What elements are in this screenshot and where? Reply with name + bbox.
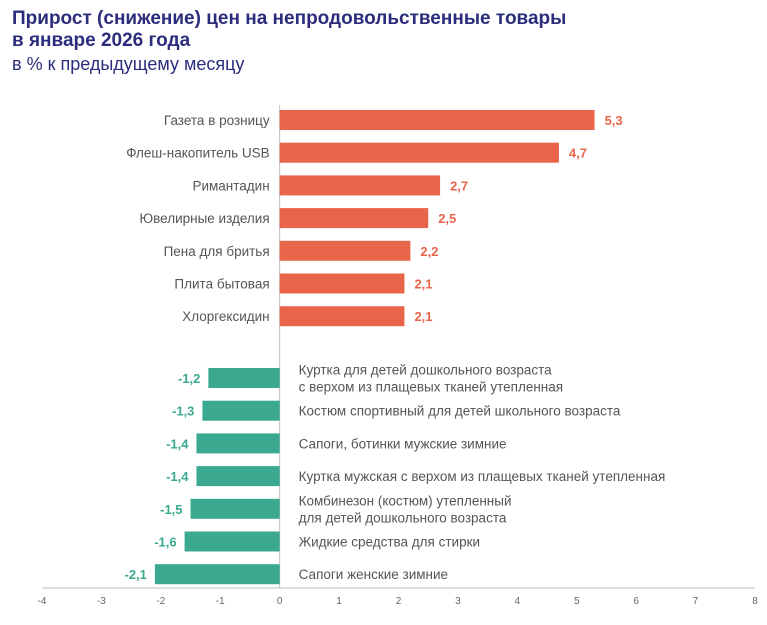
category-label: Плита бытовая [174,277,269,292]
bar-negative [196,466,280,487]
data-label: 2,1 [414,309,432,324]
category-label: Хлоргексидин [182,309,269,324]
bar-negative [208,368,280,388]
category-label: Римантадин [192,178,269,193]
data-label: -1,2 [178,371,200,386]
category-label: Пена для бритья [164,244,270,259]
data-label: 2,7 [450,178,468,193]
category-label: Комбинезон (костюм) утепленный [299,493,512,508]
x-tick-label: -4 [38,596,47,607]
x-tick-label: 6 [633,596,639,607]
category-label: Сапоги женские зимние [299,567,448,582]
data-label: 2,2 [420,244,438,259]
bar-positive [279,208,429,229]
data-label: 2,5 [438,211,456,226]
bar-positive [279,175,441,196]
category-label: Газета в розницу [164,113,270,128]
chart-title-line2: в январе 2026 года [12,30,191,51]
bar-negative [196,433,280,454]
x-tick-label: 7 [693,596,699,607]
x-tick-label: 1 [336,596,342,607]
bar-positive [279,240,411,261]
x-tick-label: 3 [455,596,461,607]
x-tick-label: 0 [277,596,283,607]
x-tick-label: 2 [396,596,402,607]
category-label: с верхом из плащевых тканей утепленная [299,380,563,395]
x-tick-label: -1 [216,596,225,607]
category-label: Жидкие средства для стирки [299,535,480,550]
category-label: Костюм спортивный для детей школьного во… [299,404,621,419]
data-label: -1,5 [160,502,182,517]
x-tick-label: -3 [97,596,106,607]
category-label: Ювелирные изделия [139,211,269,226]
data-label: 4,7 [569,146,587,161]
bar-positive [279,273,405,294]
x-tick-label: 8 [752,596,758,607]
data-label: -1,3 [172,404,194,419]
bar-negative [154,564,280,585]
data-label: -1,6 [154,535,176,550]
category-label: для детей дошкольного возраста [299,510,507,525]
bar-positive [279,306,405,327]
data-label: 5,3 [605,113,623,128]
bar-negative [190,498,280,519]
x-tick-label: 4 [515,596,521,607]
data-label: 2,1 [414,277,432,292]
chart-title: Прирост (снижение) цен на непродовольств… [12,8,566,52]
data-label: -1,4 [166,469,189,484]
category-label: Куртка мужская с верхом из плащевых ткан… [299,469,666,484]
data-label: -1,4 [166,436,189,451]
chart-subtitle: в % к предыдущему месяцу [12,54,245,74]
bar-negative [184,531,280,552]
bar-negative [202,400,280,421]
x-tick-label: 5 [574,596,580,607]
category-label: Куртка для детей дошкольного возраста [299,363,553,378]
data-label: -2,1 [124,567,146,582]
chart-title-line1: Прирост (снижение) цен на непродовольств… [12,8,567,29]
x-tick-label: -2 [156,596,165,607]
category-label: Флеш-накопитель USB [126,146,269,161]
bar-positive [279,142,559,163]
bar-positive [279,110,595,130]
category-label: Сапоги, ботинки мужские зимние [299,436,507,451]
